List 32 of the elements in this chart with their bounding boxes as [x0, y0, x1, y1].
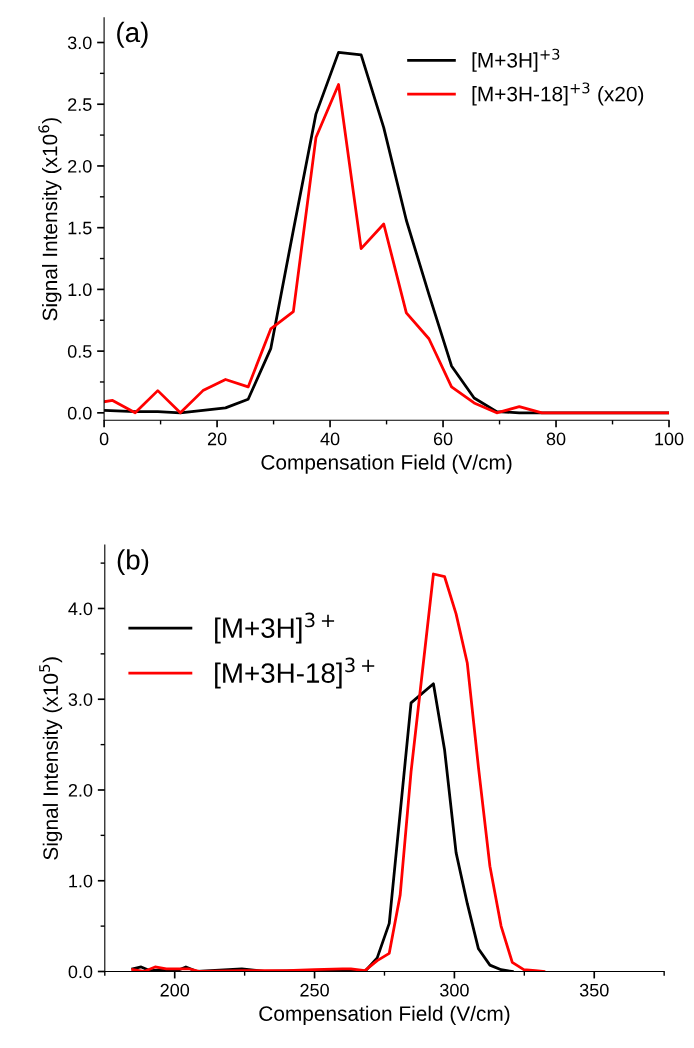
legend-label: [M+3H-18]$^{+3}$ (x20) — [472, 82, 644, 106]
annotation: (b) — [117, 549, 149, 576]
x-axis-title: Compensation Field (V/cm) — [261, 454, 512, 474]
annotation: (a) — [117, 21, 148, 48]
x-tick-label: 350 — [579, 983, 609, 997]
y-tick-label: 0.5 — [67, 345, 92, 358]
y-tick-label: 3.0 — [68, 693, 93, 706]
y-tick-label: 2.0 — [68, 159, 92, 173]
y-tick-label: 0.0 — [68, 965, 93, 979]
x-tick-label: 40 — [320, 432, 340, 446]
x-tick-label: 20 — [207, 432, 227, 446]
y-axis-title: Signal Intensity (x10$^{6}$) — [38, 118, 62, 321]
y-tick-label: 1.5 — [68, 221, 92, 235]
y-tick-label: 4.0 — [68, 602, 93, 616]
x-tick-label: 80 — [546, 432, 566, 446]
x-tick-label: 0 — [99, 432, 109, 446]
legend-label: [M+3H-18]$^{3+}$ — [215, 657, 375, 689]
x-axis-title: Compensation Field (V/cm) — [259, 1005, 510, 1026]
y-tick-label: 3.0 — [67, 36, 92, 50]
y-tick-label: 1.0 — [69, 874, 93, 888]
x-tick-label: 200 — [160, 983, 190, 997]
legend-label: [M+3H]$^{+3}$ — [472, 48, 560, 72]
y-tick-label: 2.5 — [68, 98, 92, 111]
x-tick-label: 60 — [433, 432, 453, 446]
y-tick-label: 2.0 — [68, 783, 93, 797]
legend-label: [M+3H]$^{3+}$ — [215, 612, 335, 644]
x-tick-label: 300 — [440, 983, 469, 997]
x-tick-label: 100 — [655, 432, 684, 446]
y-tick-label: 0.0 — [67, 406, 92, 420]
x-tick-label: 250 — [300, 983, 329, 997]
y-tick-label: 1.0 — [68, 283, 92, 297]
y-axis-title: Signal Intensity (x10$^{5}$) — [39, 657, 63, 860]
